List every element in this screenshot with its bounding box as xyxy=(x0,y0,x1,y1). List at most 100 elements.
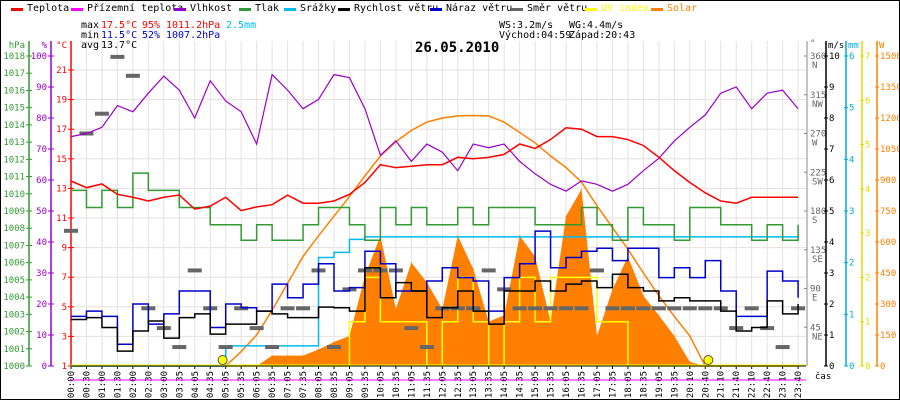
mm-tick-label: 6 xyxy=(849,52,854,62)
legend-uv-index: UV index xyxy=(585,3,649,15)
x-tick-label: 08:35 xyxy=(330,371,340,398)
wind-direction-mark xyxy=(296,306,311,311)
pct-axis-unit: % xyxy=(42,41,48,51)
w-tick-label: 1050 xyxy=(880,145,900,155)
wind-direction-mark xyxy=(605,306,620,311)
x-tick-label: 15:35 xyxy=(547,371,557,398)
legend-label: Směr větru xyxy=(527,3,588,14)
wind-direction-mark xyxy=(698,306,713,311)
x-tick-label: 06:35 xyxy=(268,371,278,398)
x-tick-label: 04:35 xyxy=(206,371,216,398)
direction-tick-label: 360 xyxy=(810,52,826,62)
pct-tick-label: 30 xyxy=(36,269,47,279)
stat-max-temp: 17.5°C xyxy=(101,20,138,31)
hPa-tick-label: 1016 xyxy=(3,86,25,96)
legend-label: Náraz větru xyxy=(446,3,513,14)
ms-tick-label: 1 xyxy=(829,331,834,341)
wind-direction-mark xyxy=(187,268,202,273)
w-tick-label: 450 xyxy=(880,269,896,279)
solar-point xyxy=(395,308,397,310)
hPa-tick-label: 1000 xyxy=(3,362,25,372)
mm-tick-label: 3 xyxy=(849,207,854,217)
solar-point xyxy=(302,355,304,357)
solar-point xyxy=(410,262,412,264)
direction-compass-label: SW xyxy=(812,177,823,187)
x-tick-label: 03:35 xyxy=(175,371,185,398)
x-tick-label: 07:35 xyxy=(299,371,309,398)
wind-direction-mark xyxy=(512,306,527,311)
stat-sunset: Západ:20:43 xyxy=(569,30,636,41)
hPa-tick-label: 1001 xyxy=(3,345,25,355)
wind-direction-mark xyxy=(419,345,434,350)
degC-tick-label: 9 xyxy=(62,244,67,254)
legend-naraz-vetru: Náraz větru xyxy=(430,3,512,15)
direction-axis-unit: ° xyxy=(810,39,815,49)
wind-direction-mark xyxy=(667,306,682,311)
x-tick-label: 13:05 xyxy=(469,371,479,398)
pct-tick-label: 20 xyxy=(36,300,47,310)
uv-tick-label: 4 xyxy=(865,185,870,195)
direction-compass-label: N xyxy=(812,61,817,71)
pressure-line xyxy=(71,172,799,242)
legend-label: Tlak xyxy=(255,3,280,14)
solar-point xyxy=(689,361,691,363)
x-tick-label: 18:05 xyxy=(624,371,634,398)
ms-tick-label: 0 xyxy=(829,362,834,372)
wind-direction-mark xyxy=(218,345,233,350)
legend-prizemni-teplota: Přízemní teplota xyxy=(71,3,183,15)
legend-rychlost-vetru: Rychlost větru xyxy=(338,3,438,15)
x-tick-label: 17:05 xyxy=(593,371,603,398)
wind-direction-mark xyxy=(110,54,125,59)
solar-point xyxy=(472,268,474,270)
stat-wind-gust: WG:4.4m/s xyxy=(569,20,624,31)
x-tick-label: 08:05 xyxy=(315,371,325,398)
degC-tick-label: 21 xyxy=(56,66,67,76)
degC-tick-label: 17 xyxy=(56,125,67,135)
solar-point xyxy=(286,355,289,357)
wind-direction-mark xyxy=(559,306,574,311)
x-tick-label: 22:10 xyxy=(748,371,758,398)
stat-wind-speed: WS:3.2m/s xyxy=(499,20,554,31)
legend-vlhkost: Vlhkost xyxy=(174,3,232,15)
legend-swatch xyxy=(71,7,83,11)
wind-direction-mark xyxy=(528,306,543,311)
x-tick-label: 19:05 xyxy=(655,371,665,398)
x-tick-label: 00:30 xyxy=(82,371,92,398)
x-tick-label: 16:05 xyxy=(562,371,572,398)
x-axis-label: čas xyxy=(815,371,831,382)
ms-tick-label: 6 xyxy=(829,176,834,186)
wind-direction-mark xyxy=(589,268,604,273)
solar-point xyxy=(271,355,273,357)
solar-point xyxy=(580,188,583,190)
w-tick-label: 900 xyxy=(880,176,896,186)
direction-compass-label: S xyxy=(812,216,817,226)
legend-swatch xyxy=(651,7,663,11)
hPa-tick-label: 1017 xyxy=(3,69,25,79)
x-tick-label: 14:05 xyxy=(500,371,510,398)
solar-point xyxy=(673,335,675,337)
hPa-tick-label: 1007 xyxy=(3,241,25,251)
degC-tick-label: 3 xyxy=(62,332,67,342)
legend-swatch xyxy=(284,7,296,11)
x-tick-label: 16:35 xyxy=(578,371,588,398)
x-tick-label: 20:10 xyxy=(686,371,696,398)
hPa-tick-label: 1010 xyxy=(3,190,25,200)
direction-tick-label: 270 xyxy=(810,130,826,140)
x-tick-label: 09:35 xyxy=(361,371,371,398)
mm-tick-label: 0 xyxy=(849,362,854,372)
legend-swatch xyxy=(511,7,523,11)
x-tick-label: 15:05 xyxy=(531,371,541,398)
legend-swatch xyxy=(174,7,186,11)
hPa-tick-label: 1009 xyxy=(3,207,25,217)
uv-tick-label: 6 xyxy=(865,96,870,106)
legend-solar: Solar xyxy=(651,3,697,15)
uv-tick-label: 5 xyxy=(865,141,870,151)
x-tick-label: 21:40 xyxy=(732,371,742,398)
legend-label: Solar xyxy=(667,3,698,14)
uv-tick-label: 0 xyxy=(865,362,870,372)
wind-direction-mark xyxy=(125,73,140,78)
w-tick-label: 600 xyxy=(880,238,896,248)
hPa-tick-label: 1004 xyxy=(3,293,25,303)
